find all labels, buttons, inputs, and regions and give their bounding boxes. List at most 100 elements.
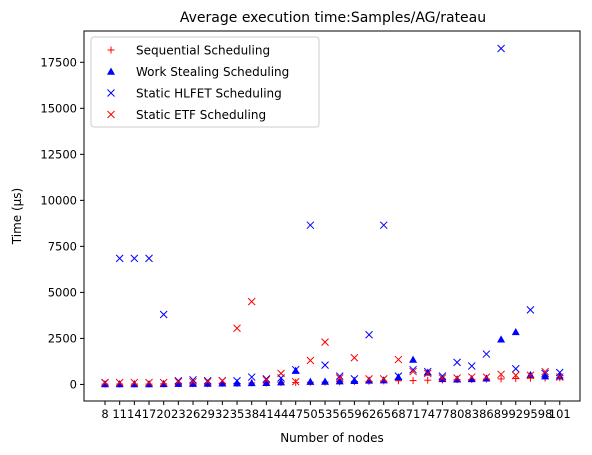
chart-title: Average execution time:Samples/AG/rateau: [180, 10, 486, 26]
x-tick-label: 74: [420, 407, 435, 421]
legend-label: Static ETF Scheduling: [136, 108, 266, 122]
x-tick-label: 38: [244, 407, 259, 421]
data-point: [218, 376, 227, 385]
data-point: [467, 374, 476, 383]
data-point: [203, 376, 212, 385]
series-3: [101, 297, 564, 387]
data-point: [130, 380, 139, 388]
x-tick-label: 101: [549, 407, 571, 421]
data-point: [365, 376, 374, 384]
data-point: [321, 377, 330, 385]
data-point: [247, 373, 256, 381]
data-point: [526, 370, 535, 379]
legend-marker: [107, 110, 115, 119]
x-tick-label: 59: [347, 407, 362, 421]
x-tick-label: 71: [406, 407, 421, 421]
y-tick-label: 10000: [40, 193, 77, 207]
legend: Sequential Scheduling Work Stealing Sched…: [90, 36, 320, 128]
x-tick-label: 62: [362, 407, 377, 421]
data-point: [453, 358, 461, 367]
data-point: [423, 369, 432, 378]
legend-marker: [107, 67, 115, 75]
plot-frame: [83, 30, 581, 402]
x-tick-label: 86: [479, 407, 494, 421]
x-tick-label: 77: [435, 407, 450, 421]
data-point: [218, 379, 227, 387]
data-point: [292, 378, 300, 386]
data-point: [262, 378, 271, 386]
y-axis: 0 2500 5000 7500 10000 12500 15000 17500: [40, 55, 84, 391]
data-point: [115, 254, 124, 263]
data-point: [350, 375, 359, 383]
x-tick-label: 26: [186, 407, 201, 421]
x-tick-label: 89: [494, 407, 509, 421]
x-tick-label: 80: [450, 407, 465, 421]
data-point: [365, 375, 373, 383]
data-point: [306, 377, 315, 385]
data-point: [159, 310, 168, 319]
data-point: [555, 373, 564, 381]
series-0: [101, 374, 564, 388]
data-point: [438, 372, 447, 381]
data-point: [159, 378, 168, 387]
series-1: [101, 327, 564, 388]
x-axis-label: Number of nodes: [280, 431, 384, 445]
y-axis-label: Time (µs): [10, 188, 24, 245]
x-tick-label: 53: [318, 407, 333, 421]
data-point: [555, 372, 564, 380]
x-tick-label: 41: [259, 407, 274, 421]
data-point: [423, 367, 432, 376]
data-point: [467, 373, 476, 381]
x-tick-label: 92: [508, 407, 523, 421]
data-point: [306, 356, 315, 365]
data-point: [101, 378, 109, 387]
data-point: [482, 373, 491, 381]
data-point: [541, 372, 550, 380]
data-point: [277, 369, 285, 378]
data-point: [189, 377, 197, 386]
y-tick-label: 17500: [40, 55, 77, 69]
data-point: [321, 361, 329, 369]
data-point: [189, 375, 197, 384]
data-point: [247, 297, 256, 306]
data-point: [101, 380, 109, 388]
data-point: [233, 376, 241, 385]
x-tick-label: 35: [230, 407, 245, 421]
data-point: [409, 367, 417, 376]
data-point: [497, 370, 505, 379]
y-tick-label: 2500: [48, 331, 77, 345]
data-point: [497, 375, 505, 383]
data-point: [335, 374, 344, 382]
x-tick-label: 68: [391, 407, 406, 421]
data-point: [379, 375, 388, 383]
y-tick-label: 15000: [40, 101, 77, 115]
data-point: [511, 364, 520, 373]
data-point: [541, 367, 549, 376]
x-tick-label: 14: [127, 407, 142, 421]
legend-label: Work Stealing Scheduling: [136, 65, 289, 79]
x-tick-label: 8: [101, 407, 108, 421]
data-point: [203, 377, 212, 386]
data-point: [335, 377, 344, 385]
data-point: [394, 372, 403, 381]
data-point: [526, 306, 535, 314]
data-point: [511, 327, 520, 336]
data-point: [511, 371, 520, 380]
data-point: [262, 375, 271, 384]
data-point: [424, 376, 432, 384]
data-point: [512, 375, 520, 383]
data-point: [497, 44, 505, 53]
data-point: [335, 372, 344, 381]
data-point: [350, 353, 359, 362]
y-tick-label: 0: [70, 377, 77, 391]
data-point: [247, 378, 256, 387]
series-2: [101, 44, 564, 387]
data-point: [409, 377, 417, 385]
x-tick-label: 23: [171, 407, 186, 421]
data-point: [115, 380, 124, 388]
data-point: [291, 377, 300, 386]
data-point: [203, 379, 212, 387]
x-tick-label: 17: [142, 407, 157, 421]
data-point: [306, 221, 315, 230]
